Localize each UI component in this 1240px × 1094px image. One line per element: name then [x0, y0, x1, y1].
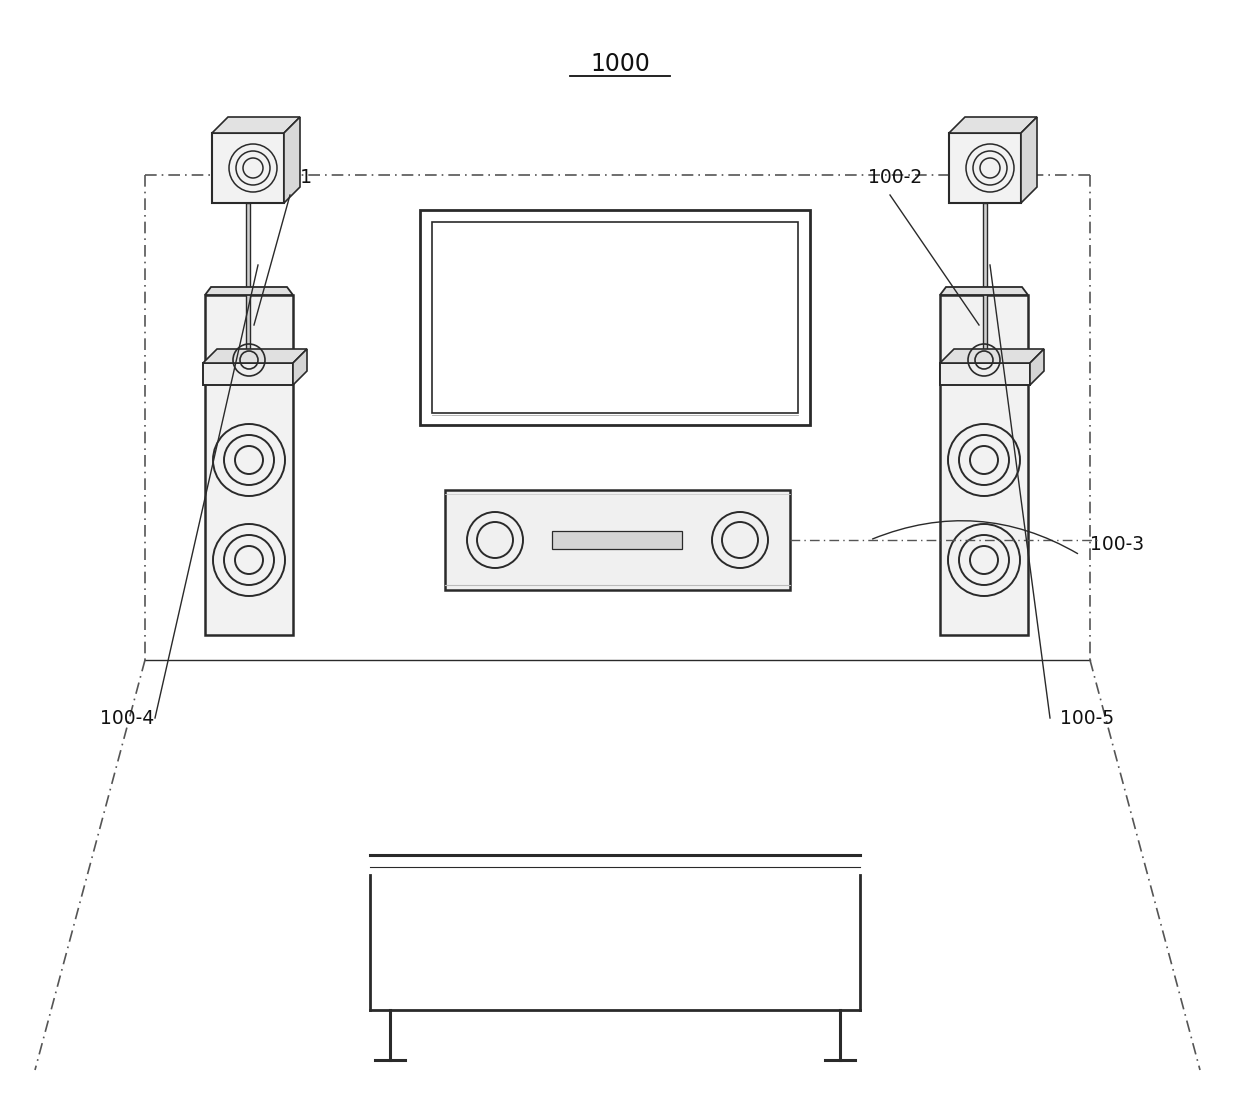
Text: 100-1: 100-1	[258, 168, 312, 187]
Polygon shape	[940, 287, 1028, 295]
Bar	[552, 531, 682, 549]
Polygon shape	[203, 363, 293, 385]
Bar	[949, 133, 1021, 203]
Polygon shape	[212, 117, 300, 133]
Text: 100-4: 100-4	[100, 709, 154, 728]
Polygon shape	[284, 117, 300, 203]
Polygon shape	[940, 349, 1044, 363]
Polygon shape	[949, 117, 1037, 133]
Text: 100-5: 100-5	[1060, 709, 1114, 728]
Text: 100-2: 100-2	[868, 168, 923, 187]
Polygon shape	[203, 349, 308, 363]
Polygon shape	[1030, 349, 1044, 385]
Text: 1000: 1000	[590, 53, 650, 75]
Bar	[445, 490, 790, 590]
Polygon shape	[1021, 117, 1037, 203]
Bar	[940, 295, 1028, 635]
Polygon shape	[293, 349, 308, 385]
Polygon shape	[940, 363, 1030, 385]
Polygon shape	[205, 287, 293, 295]
Bar	[420, 210, 810, 424]
Bar	[432, 222, 799, 414]
Bar	[205, 295, 293, 635]
Bar	[983, 203, 987, 363]
Bar	[246, 203, 250, 363]
Text: 100-3: 100-3	[1090, 535, 1145, 555]
FancyArrowPatch shape	[873, 521, 1078, 554]
Bar	[212, 133, 284, 203]
